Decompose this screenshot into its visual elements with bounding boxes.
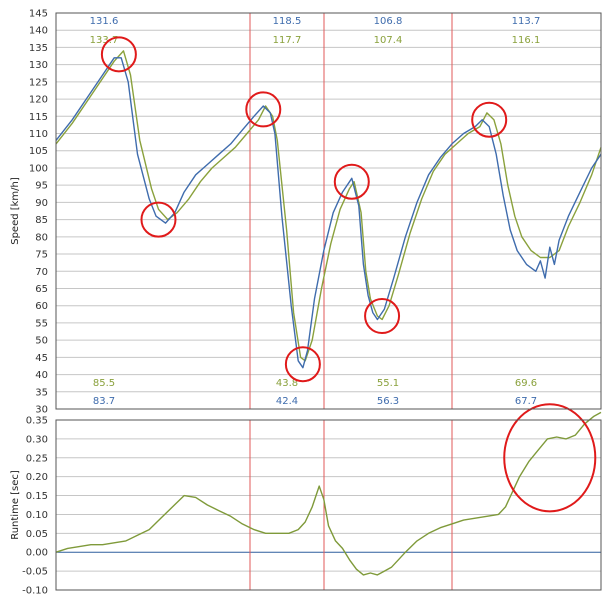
segment-top-green-value: 117.7 [273, 35, 302, 46]
speed-series-green-line [55, 50, 602, 362]
speed-ytick-label: 80 [35, 232, 48, 243]
speed-ytick-label: 145 [29, 9, 48, 20]
speed-ytick-label: 40 [35, 370, 48, 381]
speed-plot-frame [55, 12, 602, 410]
speed-y-axis-title: Speed [km/h] [10, 177, 21, 245]
speed-ytick-label: 45 [35, 353, 48, 364]
speed-ytick-label: 60 [35, 301, 48, 312]
runtime-ytick-label: 0.10 [26, 510, 48, 521]
speed-ytick-label: 85 [35, 215, 48, 226]
speed-plot-background [56, 13, 601, 409]
speed-ytick-label: 110 [29, 129, 48, 140]
segment-top-green-value: 107.4 [374, 35, 403, 46]
segment-bottom-blue-value: 83.7 [93, 396, 115, 407]
speed-ytick-label: 135 [29, 43, 48, 54]
runtime-plot-background [56, 420, 601, 590]
segment-top-green-value: 116.1 [512, 35, 541, 46]
runtime-ytick-label: 0.30 [26, 434, 48, 445]
segment-top-blue-value: 131.6 [90, 16, 119, 27]
segment-bottom-blue-value: 67.7 [515, 396, 537, 407]
speed-ytick-label: 65 [35, 284, 48, 295]
segment-top-blue-value: 106.8 [374, 16, 403, 27]
speed-ytick-label: 50 [35, 336, 48, 347]
segment-top-green-value: 133.7 [90, 35, 119, 46]
speed-ytick-label: 105 [29, 146, 48, 157]
runtime-y-axis-title: Runtime [sec] [10, 470, 21, 540]
runtime-ytick-label: 0.05 [26, 529, 48, 540]
runtime-series-line [55, 411, 602, 576]
speed-ytick-label: 30 [35, 405, 48, 416]
speed-series-blue-line [55, 57, 602, 369]
speed-ytick-label: 100 [29, 163, 48, 174]
speed-ytick-label: 90 [35, 198, 48, 209]
annotation-circle [364, 298, 401, 335]
speed-ytick-label: 95 [35, 181, 48, 192]
speed-ytick-label: 130 [29, 60, 48, 71]
annotation-circle [140, 201, 177, 238]
speed-ytick-label: 75 [35, 250, 48, 261]
segment-top-blue-value: 118.5 [273, 16, 302, 27]
segment-bottom-green-value: 69.6 [515, 378, 537, 389]
annotation-circle [100, 36, 137, 73]
annotation-ellipse [503, 403, 597, 513]
segment-bottom-blue-value: 42.4 [276, 396, 298, 407]
speed-ytick-label: 55 [35, 318, 48, 329]
speed-ytick-label: 140 [29, 26, 48, 37]
annotation-circle [284, 346, 321, 383]
speed-ytick-label: 70 [35, 267, 48, 278]
runtime-ytick-label: -0.05 [22, 567, 48, 578]
runtime-plot-frame [55, 419, 602, 591]
runtime-ytick-label: 0.35 [26, 416, 48, 427]
segment-bottom-green-value: 55.1 [377, 378, 399, 389]
runtime-ytick-label: 0.20 [26, 472, 48, 483]
segment-bottom-blue-value: 56.3 [377, 396, 399, 407]
segment-bottom-green-value: 85.5 [93, 378, 115, 389]
segment-top-blue-value: 113.7 [512, 16, 541, 27]
speed-ytick-label: 125 [29, 77, 48, 88]
speed-ytick-label: 35 [35, 387, 48, 398]
segment-bottom-green-value: 43.8 [276, 378, 298, 389]
annotation-circle [471, 101, 508, 138]
runtime-ytick-label: -0.10 [22, 586, 48, 597]
runtime-ytick-label: 0.00 [26, 548, 48, 559]
annotation-circle [245, 91, 282, 128]
speed-ytick-label: 115 [29, 112, 48, 123]
runtime-ytick-label: 0.15 [26, 491, 48, 502]
annotation-circle [333, 163, 370, 200]
speed-ytick-label: 120 [29, 95, 48, 106]
runtime-ytick-label: 0.25 [26, 453, 48, 464]
